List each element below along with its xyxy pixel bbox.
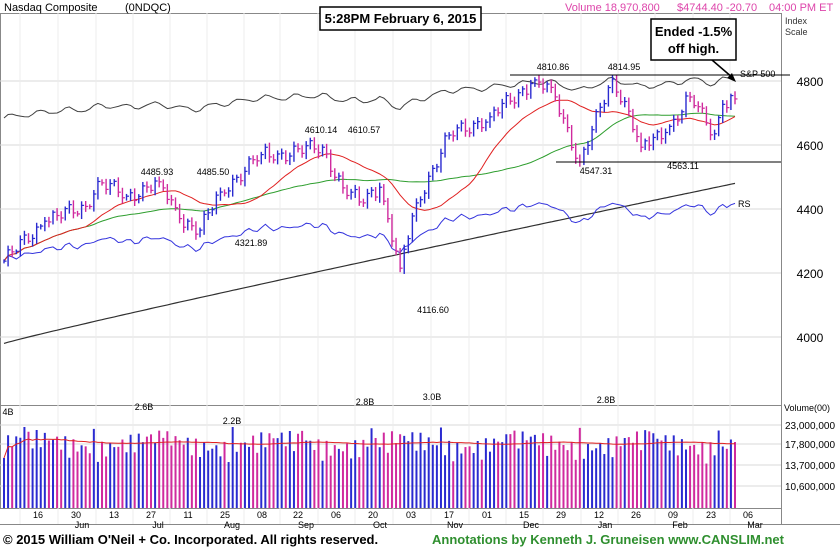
header-time: 04:00 PM ET xyxy=(769,2,833,14)
date-tick-label: 13 xyxy=(109,510,119,520)
price-annotation: 4814.95 xyxy=(608,62,641,72)
callout-box xyxy=(650,18,737,61)
volume-bars xyxy=(3,426,736,508)
date-tick-label: 27 xyxy=(146,510,156,520)
price-annotation: 4610.57 xyxy=(348,125,381,135)
volume-average-line xyxy=(3,438,736,459)
annotation-lines xyxy=(510,74,790,163)
volume-annotation: 2.8B xyxy=(356,397,375,407)
volume-annotations: 2.6B 2.2B 2.8B 3.0B 2.8B 4B xyxy=(2,392,615,426)
callout-arrow-head xyxy=(727,73,736,82)
rs-label: RS xyxy=(738,199,751,209)
volume-average-path xyxy=(3,438,736,459)
index-scale-label-1: Index xyxy=(785,16,808,26)
date-tick-label: 22 xyxy=(293,510,303,520)
rs-line: RS xyxy=(3,199,751,261)
volume-tick-label: 10,600,000 xyxy=(785,482,835,493)
rs-path xyxy=(3,202,736,261)
volume-tick-label: 13,700,000 xyxy=(785,461,835,472)
date-tick-label: 11 xyxy=(183,510,192,520)
sp500-label: S&P 500 xyxy=(740,69,775,79)
date-tick-label: 25 xyxy=(220,510,230,520)
month-label: Sep xyxy=(298,520,314,530)
date-tick-label: 06 xyxy=(331,510,341,520)
price-annotation: 4321.89 xyxy=(235,238,268,248)
price-tick-label: 4600 xyxy=(797,139,824,153)
callout-arrow-line xyxy=(711,59,734,79)
price-tick-label: 4400 xyxy=(797,203,824,217)
volume-axis-title: Volume(00) xyxy=(784,403,830,413)
date-tick-label: 26 xyxy=(631,510,641,520)
price-axis-labels: 4000 4200 4400 4600 4800 xyxy=(797,75,824,345)
price-tick-label: 4000 xyxy=(797,331,824,345)
month-label: Jul xyxy=(152,520,164,530)
index-scale-label-2: Scale xyxy=(785,27,808,37)
date-tick-label: 20 xyxy=(368,510,378,520)
price-tick-label: 4200 xyxy=(797,267,824,281)
date-tick-label: 01 xyxy=(482,510,492,520)
volume-tick-label: 17,800,000 xyxy=(785,440,835,451)
callout-line-1: Ended -1.5% xyxy=(655,24,733,39)
ma20-line xyxy=(3,99,736,262)
header-volume: Volume 18,970,800 xyxy=(565,2,660,14)
volume-annotation: 3.0B xyxy=(423,392,442,402)
price-annotation: 4610.14 xyxy=(305,125,338,135)
price-annotation: 4810.86 xyxy=(537,62,570,72)
ma50-line xyxy=(3,112,736,262)
month-label: Jan xyxy=(598,520,613,530)
price-annotation: 4485.50 xyxy=(197,167,230,177)
price-annotation: 4563.11 xyxy=(667,161,699,171)
date-tick-label: 03 xyxy=(406,510,416,520)
price-annotation: 4116.60 xyxy=(417,305,449,315)
grid-lines xyxy=(0,13,781,524)
month-label: Oct xyxy=(373,520,388,530)
volume-annotation: 2.8B xyxy=(597,395,616,405)
price-annotations: 4485.93 4485.50 4321.89 4610.14 4610.57 4116.… xyxy=(141,62,699,315)
callout-line-2: off high. xyxy=(668,41,719,56)
header-price: $4744.40 -20.70 xyxy=(677,2,757,14)
date-tick-label: 15 xyxy=(519,510,529,520)
price-annotation: 4485.93 xyxy=(141,167,174,177)
annotations-credit: Annotations by Kenneth J. Gruneisen www.… xyxy=(432,532,785,547)
index-name: Nasdaq Composite xyxy=(4,2,98,14)
index-symbol: (0NDQC) xyxy=(125,2,171,14)
price-bars xyxy=(3,74,738,274)
copyright-text: © 2015 William O'Neil + Co. Incorporated… xyxy=(3,532,378,547)
volume-annotation: 2.2B xyxy=(223,416,242,426)
date-tick-label: 30 xyxy=(71,510,81,520)
ma200-line xyxy=(3,182,736,344)
ma50-path xyxy=(3,112,736,262)
timestamp-box xyxy=(319,6,482,31)
month-label: Nov xyxy=(447,520,464,530)
date-tick-label: 06 xyxy=(743,510,753,520)
timestamp-text: 5:28PM February 6, 2015 xyxy=(325,11,477,26)
date-tick-label: 23 xyxy=(706,510,716,520)
price-annotation: 4547.31 xyxy=(580,166,613,176)
volume-axis-labels: 23,000,000 17,800,000 13,700,000 10,600,000… xyxy=(784,403,835,493)
month-label: Feb xyxy=(672,520,688,530)
month-label: Dec xyxy=(523,520,540,530)
volume-annotation: 4B xyxy=(2,407,13,417)
ma20-path xyxy=(3,99,736,262)
date-tick-label: 29 xyxy=(556,510,566,520)
date-tick-label: 17 xyxy=(444,510,454,520)
date-tick-label: 16 xyxy=(33,510,43,520)
ma200-path xyxy=(3,182,736,344)
month-label: Aug xyxy=(224,520,240,530)
price-tick-label: 4800 xyxy=(797,75,824,89)
month-label: Mar xyxy=(747,520,763,530)
month-label: Jun xyxy=(75,520,90,530)
volume-annotation: 2.6B xyxy=(135,402,154,412)
date-tick-label: 09 xyxy=(668,510,678,520)
volume-tick-label: 23,000,000 xyxy=(785,421,835,432)
date-tick-label: 12 xyxy=(594,510,604,520)
date-tick-label: 08 xyxy=(257,510,267,520)
